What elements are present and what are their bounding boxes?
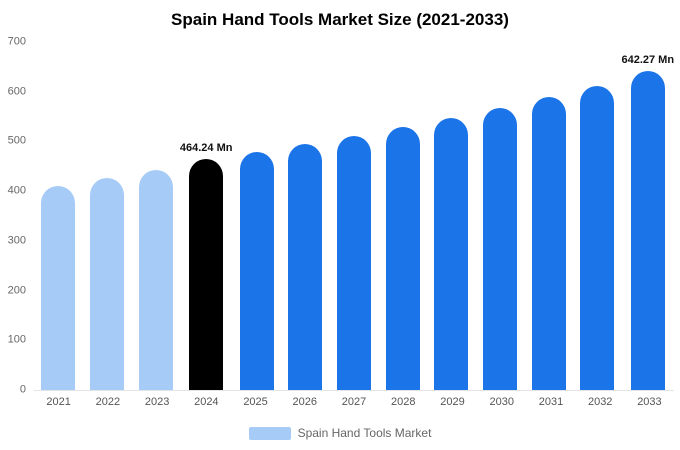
bar-slot-2033: 642.27 Mn: [621, 42, 674, 390]
y-axis-tick-400: 400: [7, 184, 26, 197]
legend: Spain Hand Tools Market: [0, 426, 680, 440]
bar-2023: [138, 170, 173, 390]
bar-2029: [434, 117, 469, 390]
plot-area: 464.24 Mn 642.27 Mn: [34, 42, 674, 391]
y-axis-tick-200: 200: [7, 284, 26, 297]
x-axis-label-2030: 2030: [489, 396, 514, 408]
y-axis-tick-600: 600: [7, 85, 26, 98]
bar-slot-2030: [476, 42, 525, 390]
bar-2022: [89, 178, 124, 390]
x-axis-label-2029: 2029: [440, 396, 465, 408]
bar-slot-2028: [378, 42, 427, 390]
x-axis-label-2024: 2024: [194, 396, 219, 408]
bar-slot-2024: 464.24 Mn: [179, 42, 233, 390]
bar-2032: [580, 85, 615, 390]
x-axis-labels: 2021 2022 2023 2024 2025 2026 2027 2028 2029 2030…: [34, 396, 674, 408]
bar-slot-2027: [330, 42, 379, 390]
y-axis-tick-100: 100: [7, 333, 26, 346]
x-axis-label-2023: 2023: [144, 396, 170, 408]
x-axis-label-2032: 2032: [587, 396, 613, 408]
bar-2030: [482, 107, 517, 390]
x-axis-label-2026: 2026: [292, 396, 318, 408]
chart-title: Spain Hand Tools Market Size (2021-2033): [171, 10, 509, 29]
x-axis-label-2025: 2025: [243, 396, 268, 408]
bar-2028: [385, 127, 420, 390]
bar-slot-2021: [34, 42, 83, 390]
bar-2024: [189, 159, 224, 390]
bar-2033: [630, 70, 665, 390]
x-axis-label-2031: 2031: [538, 396, 564, 408]
bar-value-label-2033: 642.27 Mn: [621, 53, 675, 66]
x-axis-label-2033: 2033: [637, 396, 662, 408]
bar-series: 464.24 Mn 642.27 Mn: [34, 42, 674, 390]
x-axis-label-2028: 2028: [391, 396, 416, 408]
bar-slot-2029: [427, 42, 476, 390]
legend-swatch: [248, 426, 291, 440]
y-axis-tick-500: 500: [7, 134, 26, 147]
bar-value-label-2024: 464.24 Mn: [179, 142, 233, 155]
bar-slot-2023: [131, 42, 180, 390]
bar-slot-2032: [573, 42, 622, 390]
bar-2026: [288, 144, 323, 390]
bar-slot-2025: [232, 42, 281, 390]
bar-slot-2031: [524, 42, 573, 390]
y-axis-tick-0: 0: [19, 383, 26, 396]
bar-2025: [239, 152, 274, 390]
bar-slot-2026: [281, 42, 330, 390]
x-axis-label-2021: 2021: [46, 396, 71, 408]
bar-2027: [337, 135, 372, 390]
x-axis-label-2022: 2022: [95, 396, 121, 408]
legend-label: Spain Hand Tools Market: [297, 426, 432, 440]
y-axis-tick-700: 700: [7, 35, 26, 48]
x-axis-label-2027: 2027: [341, 396, 367, 408]
y-axis-ticks: 0 100 200 300 400 500 600 700: [0, 36, 28, 395]
bar-slot-2022: [83, 42, 132, 390]
bar-2021: [41, 186, 76, 390]
bar-2031: [531, 97, 566, 390]
y-axis-tick-300: 300: [7, 234, 26, 247]
